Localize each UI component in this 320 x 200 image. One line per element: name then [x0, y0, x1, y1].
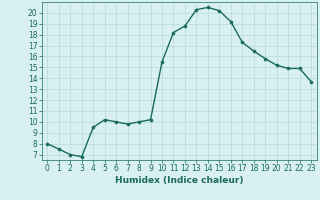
- X-axis label: Humidex (Indice chaleur): Humidex (Indice chaleur): [115, 176, 244, 185]
